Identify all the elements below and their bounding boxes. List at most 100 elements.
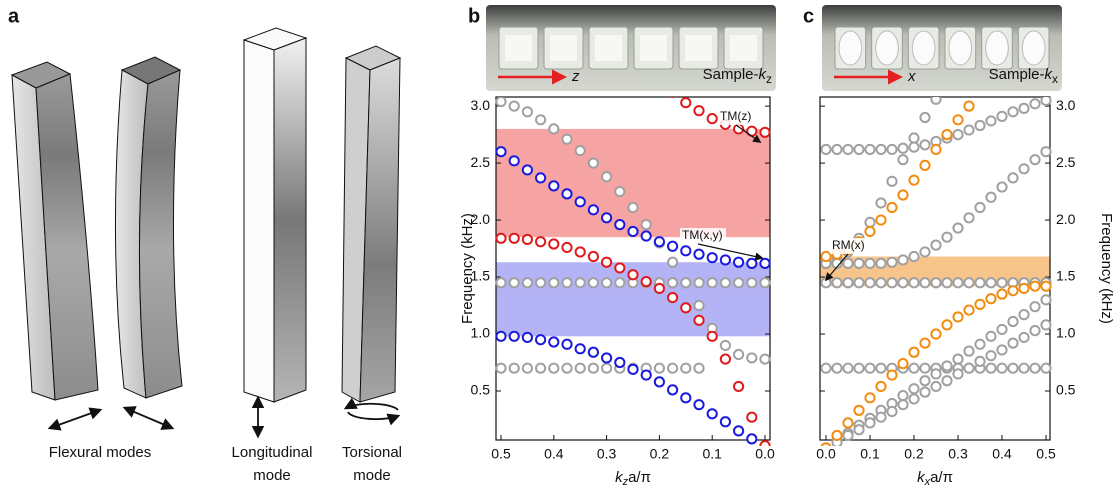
x-label-rest: a/π — [628, 469, 651, 486]
y-tick-label: 2.5 — [471, 154, 491, 170]
caption: mode — [253, 467, 291, 484]
data-point — [864, 277, 876, 289]
data-point — [952, 311, 964, 323]
data-point — [886, 175, 898, 187]
data-point — [680, 392, 692, 404]
data-point — [886, 277, 898, 289]
data-point — [719, 416, 732, 428]
data-point — [952, 129, 964, 141]
photo-insert — [505, 35, 532, 61]
data-point — [495, 330, 507, 342]
data-point — [759, 353, 771, 365]
band-gap — [496, 128, 770, 238]
sample-photo: x Sample-kx — [822, 5, 1062, 91]
photo-insert — [595, 35, 622, 61]
photo-disc — [875, 30, 899, 66]
data-point — [746, 433, 758, 445]
caption-k: k — [1045, 66, 1054, 83]
data-point — [561, 133, 573, 145]
x-tick-label: 0.4 — [992, 446, 1012, 462]
data-point — [996, 181, 1008, 193]
data-point — [996, 344, 1008, 356]
caption-text: Sample- — [989, 66, 1045, 83]
data-point — [985, 191, 997, 203]
x-label-sub: z — [622, 476, 629, 488]
data-point — [985, 362, 997, 374]
data-point — [587, 346, 600, 358]
y-tick-label: 2.0 — [471, 211, 491, 227]
data-point — [963, 362, 975, 374]
data-point — [897, 154, 909, 166]
data-point — [1018, 163, 1030, 175]
data-point — [706, 252, 718, 264]
annotation: TM(z) — [720, 109, 751, 123]
y-tick-label: 1.0 — [471, 325, 491, 341]
data-point — [508, 362, 520, 374]
data-point — [853, 143, 865, 156]
data-point — [535, 277, 547, 289]
data-point — [693, 105, 705, 117]
caption: Longitudinal — [232, 444, 313, 461]
annotation: TM(x,y) — [682, 228, 723, 242]
data-point — [574, 362, 586, 374]
data-point — [952, 368, 964, 380]
y-tick-label: 0.5 — [1056, 382, 1076, 398]
data-point — [908, 393, 920, 405]
data-point — [908, 250, 920, 263]
data-point — [653, 376, 666, 388]
data-point — [548, 238, 560, 250]
x-label-rest: a/π — [930, 469, 953, 486]
data-point — [733, 348, 745, 361]
data-point — [974, 355, 986, 367]
annotation-arrow — [735, 124, 762, 143]
data-point — [759, 277, 771, 289]
data-point — [1040, 280, 1052, 292]
data-point — [864, 225, 876, 238]
data-point — [495, 97, 507, 108]
annotation-bg — [718, 109, 764, 125]
data-point — [930, 277, 942, 289]
data-point — [908, 362, 920, 374]
data-point — [864, 417, 876, 429]
data-point — [864, 392, 876, 404]
data-point — [614, 356, 626, 369]
series-group — [820, 97, 1052, 446]
data-point — [601, 362, 613, 374]
data-point — [1007, 285, 1019, 297]
data-point — [908, 132, 920, 144]
data-point — [930, 97, 942, 105]
data-point — [930, 328, 942, 340]
data-point — [875, 362, 887, 374]
y-axis-label: Frequency (kHz) — [1098, 213, 1115, 324]
x-tick-label: 0.5 — [491, 446, 511, 462]
data-point — [601, 212, 613, 224]
data-point — [653, 236, 666, 248]
caption-text: Sample- — [703, 66, 759, 83]
x-label-k: k — [917, 469, 926, 486]
data-point — [941, 231, 953, 243]
data-point — [561, 362, 573, 374]
data-point — [495, 146, 507, 158]
data-point — [640, 276, 652, 288]
data-point — [601, 171, 613, 183]
data-point — [614, 185, 626, 198]
data-point — [574, 246, 586, 258]
y-tick-label: 3.0 — [471, 97, 491, 113]
caption-sub: x — [1052, 72, 1058, 86]
panel-letter: a — [8, 5, 20, 27]
data-point — [680, 277, 692, 289]
x-label-sub: x — [924, 476, 931, 488]
caption: Torsional — [342, 444, 402, 461]
data-point — [897, 189, 909, 201]
annotation-arrow — [697, 243, 764, 261]
axis-direction: x — [907, 68, 916, 85]
data-point — [941, 319, 953, 331]
data-point — [985, 293, 997, 305]
data-point — [587, 204, 600, 216]
data-point — [733, 277, 745, 289]
caption-k: k — [759, 66, 768, 83]
data-point — [746, 411, 758, 423]
data-point — [693, 362, 705, 374]
data-point — [1040, 294, 1052, 306]
data-point — [908, 383, 920, 395]
